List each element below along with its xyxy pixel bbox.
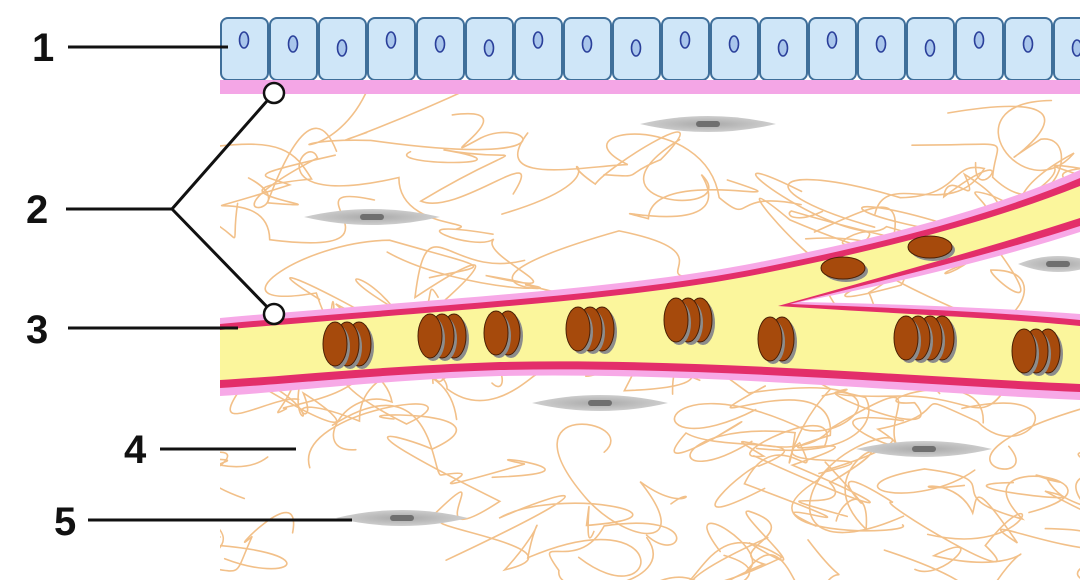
cell-nucleus xyxy=(338,40,347,56)
cell-nucleus xyxy=(681,32,690,48)
epithelial-cell xyxy=(270,18,317,80)
collagen-fiber xyxy=(72,157,238,238)
epithelial-cell xyxy=(564,18,611,80)
cell-nucleus xyxy=(926,40,935,56)
epithelial-cell xyxy=(1005,18,1052,80)
collagen-fiber xyxy=(928,485,1080,550)
basement-membrane xyxy=(220,80,1080,94)
epithelial-cell xyxy=(515,18,562,80)
collagen-fiber xyxy=(518,133,801,209)
cell-nucleus xyxy=(583,36,592,52)
cell-nucleus xyxy=(436,36,445,52)
collagen-fiber xyxy=(884,547,1020,580)
fibroblast xyxy=(336,510,468,526)
fibroblast xyxy=(640,116,776,132)
epithelial-cell xyxy=(613,18,660,80)
epithelial-cell xyxy=(907,18,954,80)
epithelial-cell xyxy=(760,18,807,80)
cell-nucleus xyxy=(387,32,396,48)
collagen-fiber xyxy=(630,140,758,219)
collagen-fiber xyxy=(446,496,633,561)
label-3: 3 xyxy=(26,310,48,350)
epithelial-cell xyxy=(368,18,415,80)
collagen-fiber xyxy=(309,87,523,150)
cell-nucleus xyxy=(534,32,543,48)
epithelial-cell xyxy=(319,18,366,80)
label-4: 4 xyxy=(124,430,146,470)
fibroblast xyxy=(532,395,668,411)
cell-nucleus xyxy=(828,32,837,48)
cell-nucleus xyxy=(730,36,739,52)
fibroblast-nucleus xyxy=(1046,261,1070,267)
collagen-fiber xyxy=(380,415,500,519)
fibroblast xyxy=(856,441,992,457)
cell-nucleus xyxy=(877,36,886,52)
collagen-fiber xyxy=(1036,475,1080,573)
collagen-fiber xyxy=(557,424,686,533)
fibroblast xyxy=(1018,256,1080,272)
fibroblast-nucleus xyxy=(912,446,936,452)
bracket-end-bottom xyxy=(264,304,284,324)
epithelial-cell xyxy=(858,18,905,80)
epithelium-layer xyxy=(221,18,1080,80)
label-5: 5 xyxy=(54,502,76,542)
collagen-fiber xyxy=(203,128,336,204)
epithelial-cell xyxy=(711,18,758,80)
epithelial-cell xyxy=(956,18,1003,80)
epithelial-cell xyxy=(466,18,513,80)
collagen-fiber xyxy=(912,106,1061,194)
cell-nucleus xyxy=(975,32,984,48)
label-2: 2 xyxy=(26,190,48,230)
cell-nucleus xyxy=(779,40,788,56)
collagen-fiber xyxy=(1045,529,1080,580)
cell-nucleus xyxy=(1073,40,1080,56)
collagen-fiber xyxy=(721,511,783,580)
fibroblast-nucleus xyxy=(360,214,384,220)
cell-nucleus xyxy=(1024,36,1033,52)
cell-nucleus xyxy=(289,36,298,52)
epithelial-cell xyxy=(809,18,856,80)
fibroblast-nucleus xyxy=(390,515,414,521)
leader-lines xyxy=(66,47,352,520)
epithelial-cell xyxy=(1054,18,1080,80)
fibroblast-nucleus xyxy=(588,400,612,406)
collagen-fiber xyxy=(333,405,546,483)
epithelial-cell xyxy=(662,18,709,80)
bracket-2 xyxy=(172,93,274,314)
collagen-fiber xyxy=(825,462,1022,562)
fibroblast-nucleus xyxy=(696,121,720,127)
collagen-fiber xyxy=(986,452,1080,512)
bracket-end-top xyxy=(264,83,284,103)
collagen-fiber xyxy=(502,132,680,214)
cell-nucleus xyxy=(632,40,641,56)
collagen-fiber xyxy=(407,150,522,203)
label-1: 1 xyxy=(32,28,54,68)
epithelial-cell xyxy=(221,18,268,80)
cell-nucleus xyxy=(485,40,494,56)
cell-nucleus xyxy=(240,32,249,48)
epithelial-cell xyxy=(417,18,464,80)
collagen-fiber xyxy=(75,528,287,580)
